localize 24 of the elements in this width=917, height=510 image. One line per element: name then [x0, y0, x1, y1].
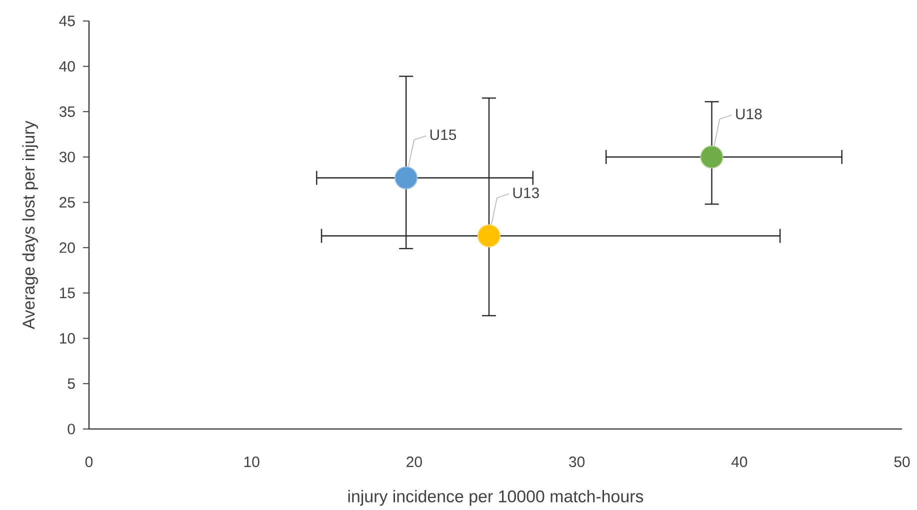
- x-tick-label: 0: [85, 456, 93, 468]
- x-tick-label: 10: [244, 456, 260, 468]
- text: U15: [430, 130, 456, 140]
- point: [700, 145, 724, 168]
- point: [394, 166, 418, 190]
- y-tick-label: 15: [60, 288, 75, 298]
- y-tick-label: 0: [68, 424, 75, 434]
- point: [478, 224, 500, 248]
- y-tick-label: 40: [59, 61, 75, 72]
- x-tick-label: 30: [569, 456, 585, 468]
- text: U13: [513, 188, 539, 198]
- y-tick-label: 5: [68, 378, 75, 389]
- x-tick-label: 50: [894, 456, 910, 468]
- y-tick-label: 20: [60, 242, 75, 253]
- y-tick-label: 10: [60, 333, 75, 344]
- x-tick-label: 40: [731, 456, 748, 468]
- y-tick-label: 30: [59, 152, 75, 162]
- y-axis-title: Average days lost per injury: [22, 120, 38, 330]
- y-tick-label: 45: [59, 16, 75, 26]
- x-axis-title: injury incidence per 10000 match-hours: [348, 490, 644, 506]
- text: U18: [736, 108, 762, 120]
- y-tick-label: 25: [60, 197, 75, 208]
- x-tick-label: 20: [406, 456, 422, 468]
- y-tick-label: 35: [59, 106, 75, 117]
